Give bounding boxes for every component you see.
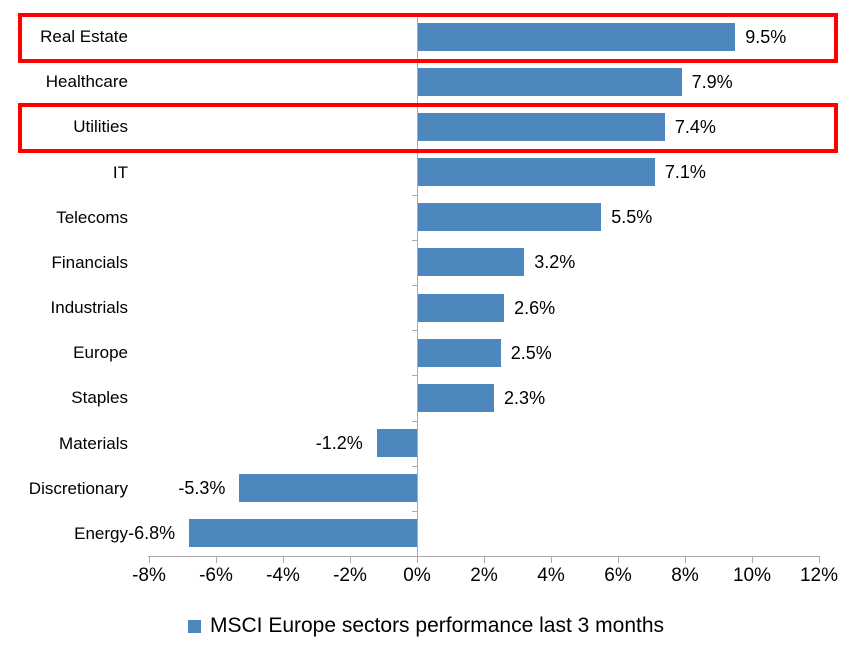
value-label: -1.2% xyxy=(315,433,363,454)
category-axis-tick xyxy=(412,420,417,422)
x-axis-tick xyxy=(551,557,552,563)
value-label: 7.9% xyxy=(691,71,733,92)
value-label: 7.4% xyxy=(674,116,716,137)
x-axis-tick xyxy=(752,557,753,563)
bar xyxy=(417,338,501,367)
category-label: Industrials xyxy=(50,298,128,318)
category-label: IT xyxy=(112,162,128,182)
category-label: Utilities xyxy=(73,117,128,137)
category-label: Financials xyxy=(51,252,128,272)
x-axis-line xyxy=(148,556,820,557)
value-label: 3.2% xyxy=(534,252,576,273)
category-axis-tick xyxy=(412,104,417,106)
x-tick-label: -2% xyxy=(333,565,367,586)
category-label: Discretionary xyxy=(28,478,128,498)
bar xyxy=(417,203,602,232)
bar xyxy=(417,112,665,141)
x-tick-label: -6% xyxy=(199,565,233,586)
bar xyxy=(417,158,655,187)
category-label: Healthcare xyxy=(45,72,128,92)
value-label: 9.5% xyxy=(745,26,787,47)
category-label: Materials xyxy=(59,433,128,453)
category-axis-tick xyxy=(412,330,417,332)
x-tick-label: 0% xyxy=(403,565,431,586)
x-tick-label: 6% xyxy=(604,565,632,586)
value-label: 2.5% xyxy=(510,342,552,363)
value-label: -5.3% xyxy=(178,478,226,499)
x-tick-label: 2% xyxy=(470,565,498,586)
value-label: -6.8% xyxy=(128,523,176,544)
x-tick-label: -8% xyxy=(132,565,166,586)
legend-swatch-icon xyxy=(187,619,201,633)
value-label: 7.1% xyxy=(664,162,706,183)
x-tick-label: -4% xyxy=(266,565,300,586)
x-axis-tick xyxy=(685,557,686,563)
x-axis-tick xyxy=(283,557,284,563)
value-label: 2.3% xyxy=(504,387,546,408)
bar xyxy=(376,429,417,458)
category-axis-tick xyxy=(412,194,417,196)
category-axis-tick xyxy=(412,285,417,287)
bar xyxy=(417,22,736,51)
x-tick-label: 4% xyxy=(537,565,565,586)
x-axis-tick xyxy=(149,557,150,563)
x-axis-tick xyxy=(819,557,820,563)
x-axis-tick xyxy=(350,557,351,563)
bar xyxy=(417,67,682,96)
category-axis-tick xyxy=(412,510,417,512)
x-axis-tick xyxy=(417,557,418,563)
category-axis-tick xyxy=(412,239,417,241)
category-axis-tick xyxy=(412,149,417,151)
category-label: Energy xyxy=(74,523,128,543)
category-label: Staples xyxy=(71,388,128,408)
bar xyxy=(417,383,495,412)
bar xyxy=(189,519,417,548)
value-label: 2.6% xyxy=(514,297,556,318)
bar xyxy=(417,293,505,322)
zero-axis-line xyxy=(417,14,418,556)
category-axis-tick xyxy=(412,375,417,377)
category-axis-tick xyxy=(412,465,417,467)
x-axis-tick xyxy=(618,557,619,563)
x-tick-label: 12% xyxy=(799,565,839,586)
category-label: Europe xyxy=(73,343,128,363)
bar xyxy=(417,248,525,277)
category-axis-tick xyxy=(412,59,417,61)
legend: MSCI Europe sectors performance last 3 m… xyxy=(0,609,852,643)
category-label: Real Estate xyxy=(40,27,128,46)
legend-label: MSCI Europe sectors performance last 3 m… xyxy=(209,614,665,637)
value-label: 5.5% xyxy=(611,207,653,228)
x-axis-tick xyxy=(216,557,217,563)
x-tick-label: 8% xyxy=(671,565,699,586)
category-axis-tick xyxy=(412,14,417,15)
x-tick-label: 10% xyxy=(732,565,772,586)
category-label: Telecoms xyxy=(56,207,128,227)
bar xyxy=(239,474,417,503)
x-axis-tick xyxy=(484,557,485,563)
